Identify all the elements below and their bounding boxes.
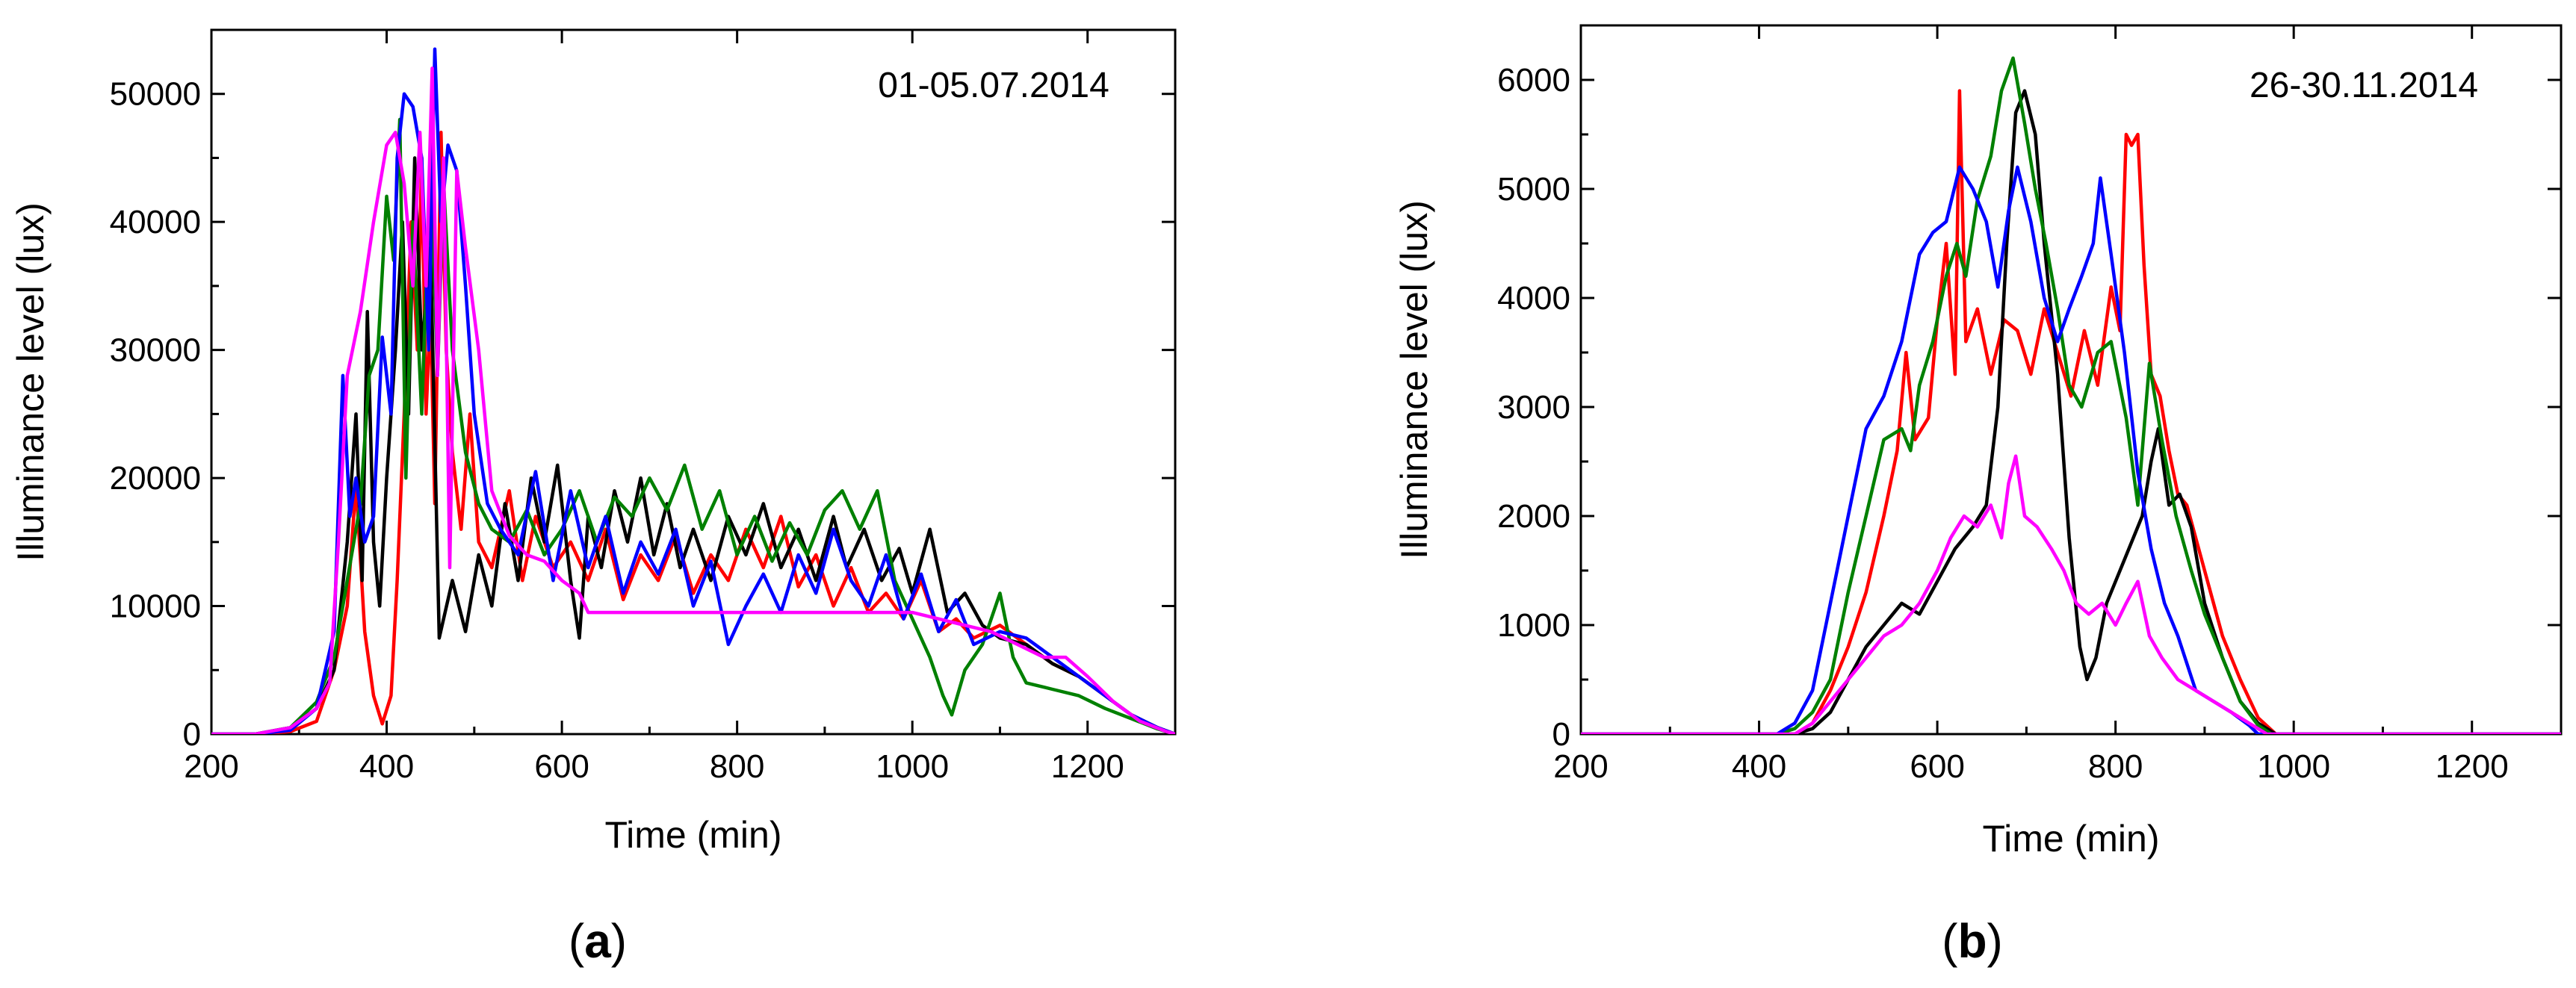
x-tick-label: 800 — [2088, 748, 2143, 785]
x-tick-label: 400 — [1732, 748, 1786, 785]
caption-open-paren: ( — [569, 914, 584, 968]
y-tick-label: 6000 — [1497, 62, 1570, 99]
x-tick-label: 1000 — [876, 748, 949, 785]
x-tick-label: 200 — [184, 748, 238, 785]
panel-caption: (a) — [569, 914, 627, 968]
y-tick-label: 1000 — [1497, 607, 1570, 644]
date-annotation: 26-30.11.2014 — [2250, 66, 2478, 105]
plot-frame — [210, 28, 1177, 736]
caption-letter: b — [1957, 914, 1987, 968]
series-line-4 — [1581, 165, 2561, 734]
caption-open-paren: ( — [1942, 914, 1957, 968]
x-tick-label: 400 — [359, 748, 414, 785]
y-tick-label: 5000 — [1497, 171, 1570, 208]
chart-panel-a: 200 400 600 800 1000 1200 0 10000 20000 30000 4000… — [10, 28, 1177, 968]
caption-close-paren: ) — [611, 914, 627, 968]
plot-frame — [1579, 24, 2563, 736]
y-tick-label: 30000 — [110, 332, 201, 369]
series-group — [1581, 56, 2561, 734]
x-axis-label: Time (min) — [1982, 818, 2159, 860]
x-tick-label: 200 — [1553, 748, 1608, 785]
x-tick-label: 600 — [534, 748, 589, 785]
series-line-5 — [1581, 454, 2561, 734]
y-tick-label: 3000 — [1497, 389, 1570, 426]
y-axis-label: Illuminance level (lux) — [10, 202, 52, 562]
y-tick-label: 0 — [1552, 716, 1570, 753]
x-axis-label: Time (min) — [604, 814, 781, 856]
series-line-3 — [211, 117, 1175, 734]
series-line-2 — [211, 156, 1175, 734]
y-tick-label: 0 — [183, 716, 201, 753]
x-tick-label: 1200 — [1051, 748, 1124, 785]
caption-letter: a — [584, 914, 611, 968]
y-tick-label: 2000 — [1497, 498, 1570, 535]
y-tick-label: 40000 — [110, 204, 201, 240]
y-tick-label: 4000 — [1497, 280, 1570, 317]
x-tick-label: 600 — [1910, 748, 1964, 785]
y-tick-label: 10000 — [110, 588, 201, 625]
series-line-2 — [1581, 89, 2561, 734]
y-tick-label: 50000 — [110, 76, 201, 113]
x-tick-label: 1000 — [2257, 748, 2330, 785]
series-line-1 — [1581, 89, 2561, 734]
y-tick-label: 20000 — [110, 460, 201, 497]
series-group — [211, 47, 1175, 734]
x-tick-label: 1200 — [2436, 748, 2509, 785]
x-tick-label: 800 — [710, 748, 764, 785]
series-line-3 — [1581, 56, 2561, 734]
y-axis-label: Illuminance level (lux) — [1393, 200, 1435, 559]
chart-panel-b: 200 400 600 800 1000 1200 0 1000 2000 3000 4000 500… — [1393, 24, 2563, 968]
date-annotation: 01-05.07.2014 — [878, 66, 1109, 105]
series-line-5 — [211, 66, 1175, 734]
panel-caption: (b) — [1942, 914, 2003, 968]
series-line-4 — [211, 47, 1175, 734]
caption-close-paren: ) — [1987, 914, 2003, 968]
